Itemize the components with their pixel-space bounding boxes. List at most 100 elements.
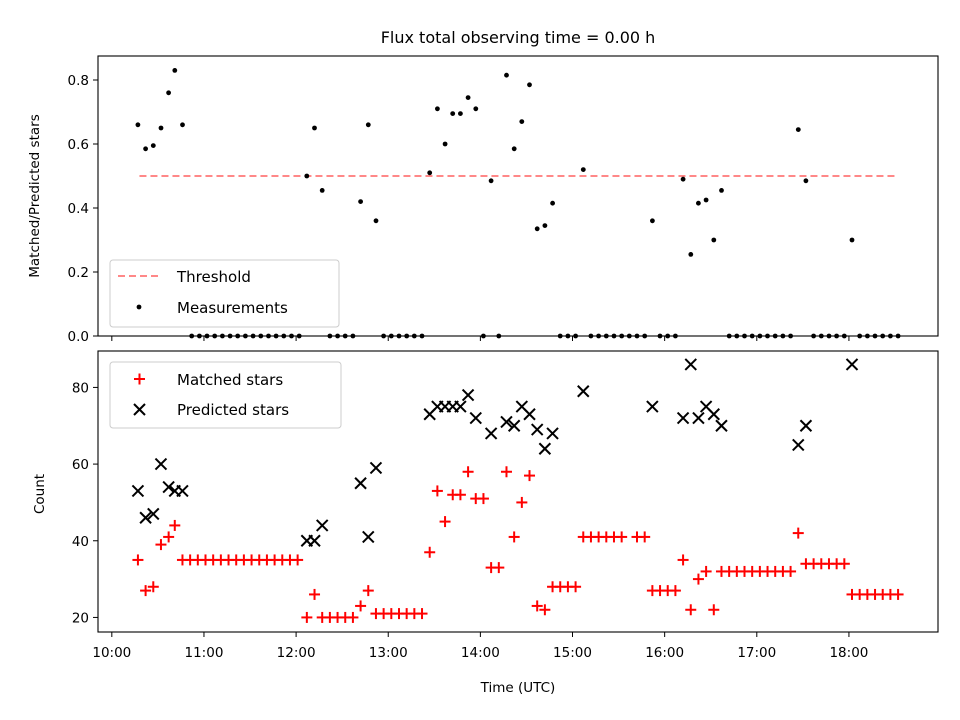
matched-point (539, 604, 551, 616)
matched-point (147, 581, 159, 593)
count-y-tick-label: 40 (72, 534, 89, 550)
predicted-point (500, 415, 513, 429)
predicted-point (354, 477, 367, 490)
matched-point (416, 608, 428, 620)
predicted-point (454, 400, 467, 413)
measurement-point (427, 170, 433, 176)
chart-title: Flux total observing time = 0.00 h (381, 28, 656, 47)
predicted-point (139, 511, 152, 524)
predicted-point (369, 461, 383, 475)
predicted-point (484, 427, 498, 440)
measurement-point (680, 176, 686, 182)
matched-point (677, 554, 689, 566)
predicted-point (176, 484, 189, 498)
predicted-point (147, 507, 160, 521)
count-y-tick-label: 60 (72, 457, 89, 473)
count-y-tick-label: 80 (72, 380, 89, 396)
predicted-point (507, 419, 521, 432)
matched-point (531, 600, 543, 612)
x-tick-label: 10:00 (92, 645, 131, 661)
measurement-point (488, 178, 494, 184)
measurement-point (358, 199, 363, 205)
x-tick-label: 17:00 (737, 645, 776, 661)
count-panel: Count Time (UTC) 20 40 60 80 10:00 11:00 12:0… (32, 350, 939, 696)
predicted-point (684, 358, 697, 371)
predicted-point (523, 408, 536, 421)
measurement-point (150, 143, 156, 149)
x-axis-label: Time (UTC) (480, 680, 556, 696)
ratio-legend: Threshold Measurements (109, 259, 340, 328)
predicted-point (715, 419, 728, 432)
measurement-point (696, 200, 701, 206)
matched-point (424, 546, 436, 558)
measurement-point (172, 68, 178, 73)
matched-legend-label: Matched stars (177, 371, 283, 389)
matched-point (570, 581, 582, 593)
matched-point (462, 466, 474, 478)
ratio-y-tick-label: 0.2 (68, 265, 89, 281)
matched-point (355, 600, 367, 612)
matched-point (163, 531, 175, 543)
matched-point (508, 531, 520, 543)
measurement-point (511, 146, 517, 152)
matched-point (140, 585, 152, 597)
predicted-point (546, 427, 559, 440)
matched-point (493, 562, 505, 574)
matched-point (524, 470, 536, 482)
matched-point (892, 588, 904, 600)
measurement-point (504, 72, 509, 78)
matched-point (431, 485, 443, 497)
predicted-legend-marker (133, 403, 146, 416)
measurement-point (711, 237, 717, 243)
matched-point (362, 585, 374, 597)
measurement-point (135, 122, 141, 128)
matched-point (792, 527, 804, 539)
x-tick-label: 16:00 (645, 645, 684, 661)
predicted-point (692, 411, 705, 425)
matched-point (785, 565, 797, 577)
measurement-point (319, 188, 325, 193)
x-tick-label: 15:00 (553, 645, 592, 661)
matched-point (669, 585, 681, 597)
predicted-point (676, 411, 690, 425)
measurement-point (527, 82, 532, 88)
matched-point (292, 554, 304, 566)
predicted-point (308, 534, 321, 547)
measurement-point (458, 111, 463, 116)
x-tick-label: 12:00 (277, 645, 316, 661)
matched-point (347, 611, 359, 623)
matched-point (685, 604, 697, 616)
ratio-y-axis-label: Matched/Predicted stars (27, 114, 43, 277)
measurement-point (849, 237, 855, 243)
ratio-plot-frame (97, 55, 939, 337)
matched-point (132, 554, 144, 566)
ratio-y-tick-label: 0.6 (68, 137, 89, 153)
threshold-legend-label: Threshold (176, 268, 251, 286)
predicted-legend-label: Predicted stars (177, 401, 289, 419)
matched-point (708, 604, 720, 616)
ratio-y-tick-label: 0.8 (68, 73, 89, 89)
ratio-legend-box (109, 259, 340, 328)
predicted-point (154, 457, 168, 471)
measurement-point (312, 125, 317, 131)
count-y-tick-label: 20 (72, 610, 89, 626)
measurement-point (180, 122, 185, 128)
x-tick-label: 11:00 (185, 645, 224, 661)
matched-point (301, 611, 313, 623)
count-plot-frame (97, 350, 939, 633)
measurement-point (158, 125, 164, 131)
measurement-point (688, 252, 694, 257)
measurement-point (580, 167, 586, 173)
predicted-point (461, 388, 475, 402)
x-tick-label: 18:00 (829, 645, 868, 661)
matched-point (692, 573, 704, 585)
predicted-point (792, 438, 805, 452)
predicted-point (577, 385, 590, 398)
measurement-point (304, 173, 310, 179)
measurement-point (166, 90, 172, 96)
matched-point (309, 588, 321, 600)
measurement-point (550, 200, 555, 206)
predicted-point (131, 484, 145, 498)
matched-point (500, 466, 512, 478)
